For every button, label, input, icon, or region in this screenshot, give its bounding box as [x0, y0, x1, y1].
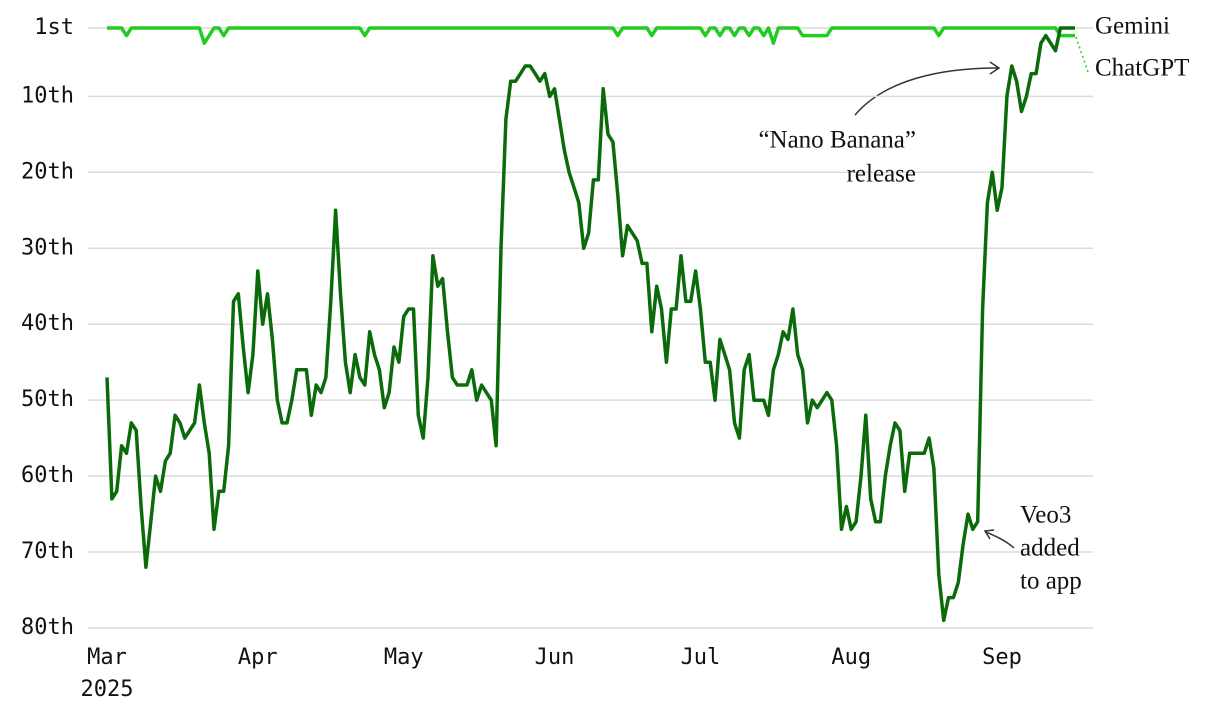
y-tick-label: 10th: [21, 83, 74, 108]
series-label: ChatGPT: [1095, 55, 1189, 82]
x-tick-label: Mar: [87, 645, 127, 670]
y-tick-label: 70th: [21, 539, 74, 564]
x-tick-label: Apr: [238, 645, 278, 670]
y-tick-label: 40th: [21, 311, 74, 336]
annotation: release: [847, 161, 916, 188]
annotation-arrow: [854, 67, 999, 116]
arrow-head: [989, 61, 1001, 75]
annotation: “Nano Banana”: [758, 127, 916, 154]
series-line: [107, 26, 1075, 45]
y-tick-label: 80th: [21, 615, 74, 640]
x-tick-label: Jun: [535, 645, 575, 670]
y-tick-label: 1st: [34, 15, 74, 40]
x-tick-label: Sep: [982, 645, 1022, 670]
annotation: added: [1020, 535, 1080, 562]
y-tick-label: 60th: [21, 463, 74, 488]
annotation: to app: [1020, 568, 1082, 595]
x-tick-label: Aug: [831, 645, 871, 670]
annotation-arrow: [985, 531, 1015, 549]
x-tick-label: Jul: [681, 645, 721, 670]
label-leader: [1075, 36, 1089, 73]
y-tick-label: 30th: [21, 235, 74, 260]
annotation: Veo3: [1020, 502, 1071, 529]
arrow-head: [983, 529, 995, 540]
series-label: Gemini: [1095, 13, 1170, 40]
series-line: [105, 26, 1075, 623]
y-tick-label: 50th: [21, 387, 74, 412]
x-tick-label: May: [384, 645, 424, 670]
x-year-label: 2025: [81, 677, 134, 702]
y-tick-label: 20th: [21, 159, 74, 184]
